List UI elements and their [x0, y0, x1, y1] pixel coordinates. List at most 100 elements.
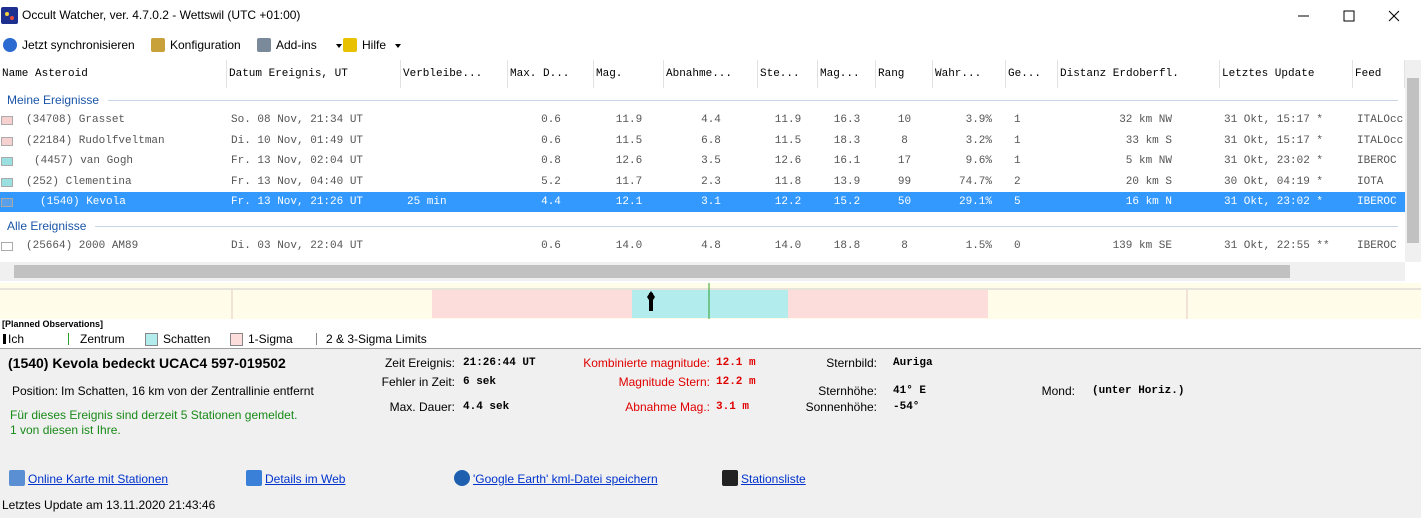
- toolbar-icon: [3, 38, 17, 52]
- position-label: Position:: [12, 384, 59, 398]
- table-cell: 3.9%: [965, 114, 992, 126]
- toolbar-button[interactable]: Add-ins: [276, 38, 317, 52]
- legend-swatch: [145, 333, 158, 346]
- group-divider: [95, 225, 1398, 227]
- column-header[interactable]: Verbleibe...: [401, 60, 508, 88]
- table-row[interactable]: (1540) Kevola Fr. 13 Nov, 21:26 UT 25 min 4…: [0, 192, 1405, 212]
- table-cell: 17: [897, 155, 912, 167]
- field-value: 21:26:44 UT: [463, 357, 536, 369]
- column-header[interactable]: Datum Ereignis, UT: [227, 60, 401, 88]
- table-cell: 32 km NW: [1119, 114, 1172, 126]
- column-header[interactable]: Rang: [876, 60, 933, 88]
- table-cell: 2.3: [701, 175, 721, 188]
- table-row[interactable]: (25664) 2000 AM89 Di. 03 Nov, 22:04 UT 0.6…: [0, 236, 1405, 256]
- table-cell: 31 Okt, 15:17 *: [1224, 114, 1324, 126]
- table-cell: 2: [1014, 175, 1021, 188]
- toolbar-icon: [343, 38, 357, 52]
- table-cell: 16.1: [833, 155, 861, 167]
- table-cell: 0.6: [541, 134, 561, 147]
- table-cell: 8: [901, 134, 908, 147]
- table-cell: 10: [897, 114, 912, 126]
- column-header[interactable]: Name Asteroid: [0, 60, 227, 88]
- table-cell: Fr. 13 Nov, 02:04 UT: [231, 155, 364, 167]
- column-header[interactable]: Mag.: [594, 60, 664, 88]
- legend-label: Schatten: [163, 332, 211, 346]
- title-bar: [0, 0, 1421, 32]
- table-cell: Fr. 13 Nov, 21:26 UT: [231, 196, 364, 208]
- table-cell: IBEROC: [1357, 196, 1397, 208]
- event-title: (1540) Kevola bedeckt UCAC4 597-019502: [8, 355, 286, 371]
- table-cell: IBEROC: [1357, 239, 1397, 252]
- table-cell: 11.5: [774, 134, 802, 147]
- table-cell: 30 Okt, 04:19 *: [1224, 175, 1324, 188]
- column-header[interactable]: Feed: [1353, 60, 1405, 88]
- timeline-heading: [Planned Observations]: [2, 319, 104, 329]
- table-cell: 4.4: [701, 114, 721, 126]
- table-cell: 16 km N: [1125, 196, 1172, 208]
- table-cell: 31 Okt, 15:17 *: [1224, 134, 1324, 147]
- column-header[interactable]: Ste...: [758, 60, 818, 88]
- field-label: Abnahme Mag.:: [625, 400, 710, 414]
- column-header[interactable]: Distanz Erdoberfl.: [1058, 60, 1220, 88]
- table-cell: (252) Clementina: [26, 175, 132, 188]
- column-header[interactable]: Ge...: [1006, 60, 1058, 88]
- stations-text: 1 von diesen ist Ihre.: [10, 423, 121, 437]
- table-row[interactable]: (22184) Rudolfveltman Di. 10 Nov, 01:49 U…: [0, 131, 1405, 151]
- group-label: Meine Ereignisse: [7, 93, 100, 107]
- field-label: Sternbild:: [826, 356, 877, 370]
- table-row[interactable]: (34708) Grasset So. 08 Nov, 21:34 UT 0.6 11…: [0, 110, 1405, 130]
- h-scroll-thumb[interactable]: [14, 265, 1290, 278]
- column-header[interactable]: Letztes Update: [1220, 60, 1353, 88]
- table-cell: 12.6: [774, 155, 802, 167]
- legend-swatch: [230, 333, 243, 346]
- table-cell: (4457) van Gogh: [34, 155, 134, 167]
- stations-text: Für dieses Ereignis sind derzeit 5 Stati…: [10, 408, 298, 422]
- table-cell: 11.8: [774, 175, 802, 188]
- table-cell: 99: [897, 175, 912, 188]
- table-cell: 139 km SE: [1112, 239, 1172, 252]
- table-cell: IOTA: [1357, 175, 1384, 188]
- group-divider: [108, 100, 1398, 101]
- table-row[interactable]: (4457) van Gogh Fr. 13 Nov, 02:04 UT 0.8 12…: [0, 151, 1405, 171]
- window-controls[interactable]: [1280, 0, 1421, 32]
- table-cell: 12.6: [615, 155, 643, 167]
- link[interactable]: Details im Web: [265, 472, 346, 486]
- column-header[interactable]: Wahr...: [933, 60, 1006, 88]
- table-cell: 5 km NW: [1125, 155, 1172, 167]
- field-value: 41° E: [893, 385, 927, 397]
- table-cell: (1540) Kevola: [40, 196, 126, 208]
- field-label: Max. Dauer:: [389, 400, 455, 414]
- link[interactable]: Stationsliste: [741, 472, 806, 486]
- table-cell: 11.5: [615, 134, 643, 147]
- table-cell: (34708) Grasset: [26, 114, 126, 126]
- table-cell: 11.7: [615, 175, 643, 188]
- table-cell: 31 Okt, 23:02 *: [1224, 155, 1324, 167]
- table-cell: 1.5%: [965, 239, 992, 252]
- table-row[interactable]: (252) Clementina Fr. 13 Nov, 04:40 UT 5.2 1…: [0, 172, 1405, 192]
- column-header[interactable]: Max. D...: [508, 60, 594, 88]
- toolbar-button[interactable]: Konfiguration: [170, 38, 241, 52]
- field-label: Magnitude Stern:: [618, 375, 710, 389]
- table-cell: 11.9: [774, 114, 802, 126]
- details-panel: (1540) Kevola bedeckt UCAC4 597-019502 Po…: [0, 348, 1421, 491]
- table-cell: 31 Okt, 23:02 *: [1224, 196, 1324, 208]
- toolbar-button[interactable]: Jetzt synchronisieren: [22, 38, 135, 52]
- table-cell: 15.2: [833, 196, 861, 208]
- dropdown-arrow: [395, 44, 401, 48]
- link[interactable]: 'Google Earth' kml-Datei speichern: [473, 472, 658, 486]
- column-header[interactable]: Abnahme...: [664, 60, 758, 88]
- toolbar-button[interactable]: Hilfe: [362, 38, 387, 52]
- table-cell: 13.9: [833, 175, 861, 188]
- table-cell: 0.6: [541, 114, 561, 126]
- toolbar: Jetzt synchronisieren Konfiguration Add-in…: [0, 33, 1421, 58]
- column-header[interactable]: Mag...: [818, 60, 876, 88]
- table-cell: 11.9: [615, 114, 643, 126]
- v-scroll-thumb[interactable]: [1407, 78, 1419, 243]
- table-cell: 9.6%: [965, 155, 992, 167]
- field-label: Sonnenhöhe:: [805, 400, 877, 414]
- table-cell: 16.3: [833, 114, 861, 126]
- field-label: Kombinierte magnitude:: [583, 356, 710, 370]
- link[interactable]: Online Karte mit Stationen: [28, 472, 169, 486]
- table-cell: 14.0: [615, 239, 643, 252]
